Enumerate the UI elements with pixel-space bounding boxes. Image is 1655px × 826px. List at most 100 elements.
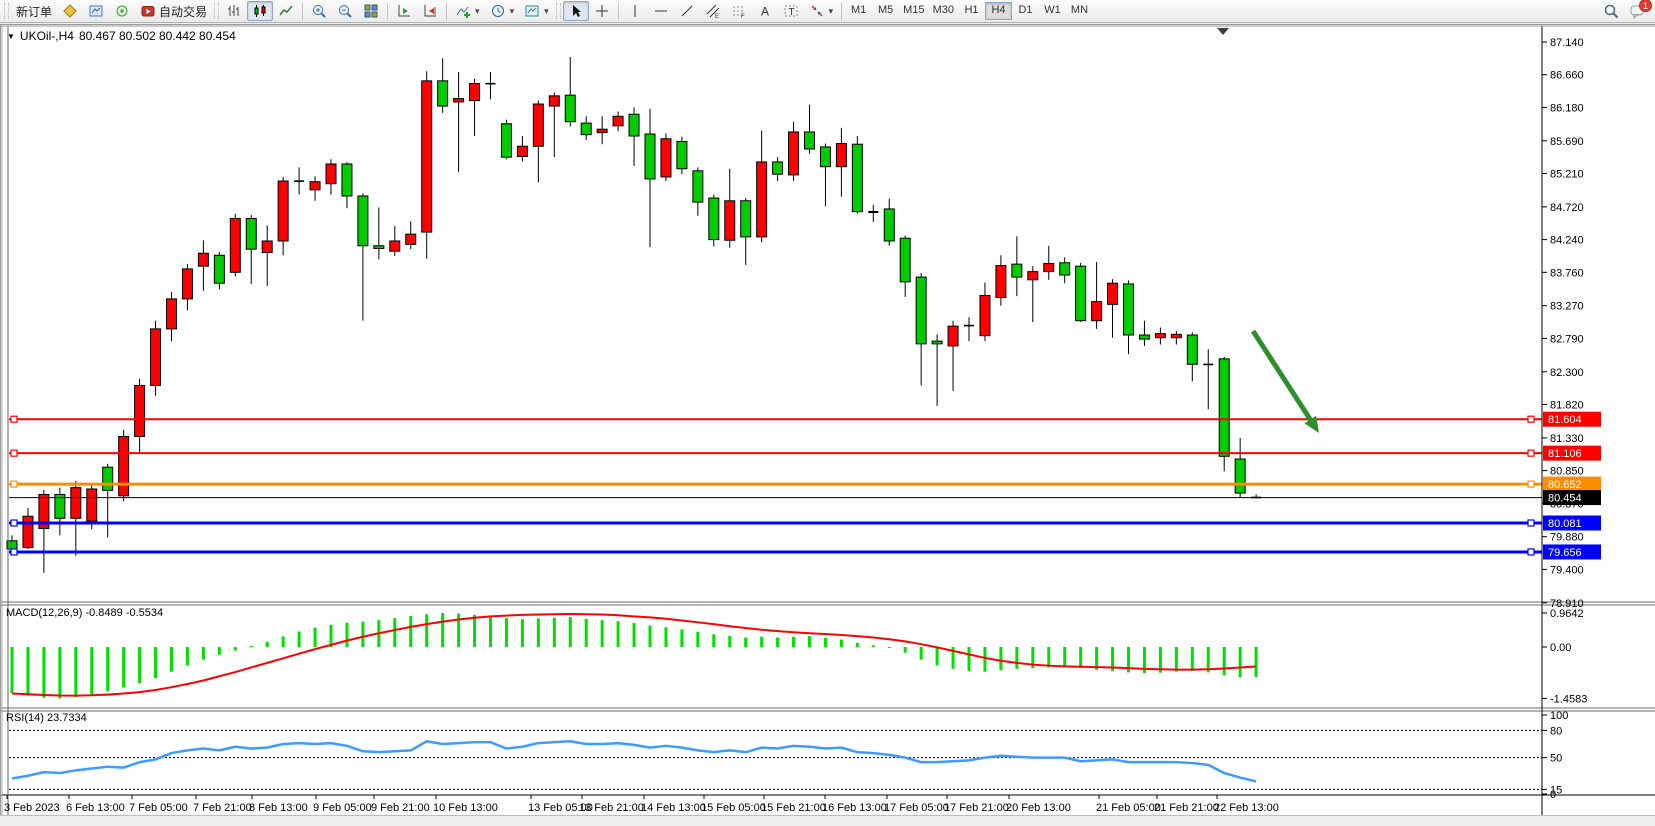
candle-bear[interactable]: [1186, 334, 1198, 365]
candle-bear[interactable]: [1138, 334, 1150, 340]
candle-bull[interactable]: [1043, 262, 1055, 273]
candle-bear[interactable]: [899, 237, 911, 283]
candle-bear[interactable]: [692, 170, 704, 203]
candle-bull[interactable]: [1091, 301, 1103, 322]
candle-bear[interactable]: [676, 140, 688, 170]
candle-bear[interactable]: [102, 466, 114, 491]
timeframe-m1-button[interactable]: M1: [851, 4, 867, 16]
timeframe-h4-button[interactable]: H4: [984, 2, 1012, 20]
level-line-handle[interactable]: [10, 449, 18, 457]
autotrading-button[interactable]: 自动交易: [135, 1, 212, 21]
candle-bull[interactable]: [22, 515, 34, 549]
candle-bull[interactable]: [325, 163, 337, 185]
candle-bull[interactable]: [277, 180, 289, 242]
candle-bull[interactable]: [309, 181, 321, 191]
candle-bull[interactable]: [548, 95, 560, 107]
timeframe-m5-button[interactable]: M5: [878, 4, 894, 16]
candle-bear[interactable]: [213, 254, 225, 284]
candle-bull[interactable]: [405, 233, 417, 245]
chevron-down-icon[interactable]: ▾: [828, 5, 834, 16]
candle-bull[interactable]: [150, 328, 162, 386]
horizontal-line-button[interactable]: [648, 1, 674, 21]
chevron-down-icon[interactable]: ▾: [509, 5, 515, 16]
candle-bear[interactable]: [851, 143, 863, 213]
candle-doji[interactable]: [485, 82, 496, 85]
indicators-button[interactable]: ▾: [450, 1, 485, 21]
vertical-line-button[interactable]: [622, 1, 648, 21]
fibonacci-button[interactable]: F: [726, 1, 752, 21]
candle-doji[interactable]: [294, 180, 305, 182]
candle-bear[interactable]: [628, 113, 640, 137]
candle-bull[interactable]: [788, 131, 800, 176]
candle-bear[interactable]: [500, 123, 512, 158]
timeframe-mn-button[interactable]: MN: [1070, 4, 1089, 16]
candle-bear[interactable]: [54, 493, 66, 519]
candle-bull[interactable]: [612, 115, 624, 127]
candle-bull[interactable]: [197, 252, 209, 267]
candle-bear[interactable]: [564, 94, 576, 123]
signals-button[interactable]: [109, 1, 135, 21]
candle-bear[interactable]: [341, 163, 353, 197]
candle-bull[interactable]: [118, 436, 130, 497]
candle-bear[interactable]: [931, 340, 943, 345]
candle-bear[interactable]: [1123, 283, 1134, 336]
auto-scroll-button[interactable]: [391, 1, 417, 21]
timeframe-h1-button[interactable]: H1: [964, 4, 979, 16]
candle-bull[interactable]: [995, 264, 1007, 299]
candle-bear[interactable]: [772, 161, 784, 175]
cursor-button[interactable]: [562, 1, 589, 21]
level-line-handle[interactable]: [1527, 548, 1535, 556]
chevron-down-icon[interactable]: ▾: [544, 5, 549, 16]
candle-bull[interactable]: [166, 298, 177, 330]
chart-canvas[interactable]: 87.140 86.660 86.180 85.690 85.210 84.720 84.2…: [1, 25, 1655, 816]
candle-bull[interactable]: [835, 143, 847, 168]
candle-bear[interactable]: [1218, 358, 1230, 457]
candle-bear[interactable]: [1075, 265, 1087, 322]
timeframe-m15-button[interactable]: M15: [903, 4, 925, 16]
candle-doji[interactable]: [1203, 363, 1214, 366]
candle-bull[interactable]: [756, 161, 768, 238]
candle-bear[interactable]: [883, 208, 895, 242]
trend-line-button[interactable]: [674, 1, 700, 21]
candle-doji[interactable]: [868, 210, 879, 214]
candle-bull[interactable]: [389, 240, 401, 252]
level-line-handle[interactable]: [10, 415, 18, 423]
candle-bear[interactable]: [373, 245, 385, 249]
chart-shift-button[interactable]: [417, 1, 443, 21]
candle-bull[interactable]: [134, 384, 146, 438]
candle-bull[interactable]: [724, 200, 736, 241]
candle-bull[interactable]: [70, 487, 82, 519]
candle-bear[interactable]: [437, 80, 449, 107]
candle-bull[interactable]: [1027, 271, 1039, 281]
candle-bear[interactable]: [915, 276, 927, 345]
equidistant-channel-button[interactable]: E: [700, 1, 726, 21]
level-line-handle[interactable]: [10, 519, 18, 527]
candle-bear[interactable]: [740, 200, 752, 238]
line-chart-button[interactable]: [273, 1, 299, 21]
candle-bear[interactable]: [245, 217, 257, 250]
candle-bear[interactable]: [804, 131, 815, 150]
candle-bull[interactable]: [1154, 333, 1166, 339]
candle-bull[interactable]: [1170, 333, 1182, 339]
candle-bear[interactable]: [1011, 263, 1023, 278]
candlestick-chart-button[interactable]: [247, 1, 274, 21]
market-watch-button[interactable]: [83, 1, 109, 21]
candle-bull[interactable]: [453, 98, 465, 103]
level-line-handle[interactable]: [1527, 480, 1535, 488]
zoom-in-button[interactable]: [306, 1, 332, 21]
periods-button[interactable]: ▾: [485, 1, 520, 21]
candle-bear[interactable]: [819, 146, 831, 168]
zoom-out-button[interactable]: [332, 1, 358, 21]
candle-bear[interactable]: [1059, 262, 1071, 276]
level-line-handle[interactable]: [1527, 449, 1535, 457]
level-line-handle[interactable]: [1527, 415, 1535, 423]
candle-bull[interactable]: [516, 145, 528, 157]
search-icon[interactable]: [1601, 1, 1621, 21]
candle-bull[interactable]: [421, 80, 433, 233]
chart-shift-marker-icon[interactable]: [1217, 28, 1229, 35]
candle-bear[interactable]: [357, 195, 369, 247]
tile-windows-button[interactable]: [358, 1, 384, 21]
arrow-objects-button[interactable]: ▾: [804, 1, 839, 21]
templates-button[interactable]: ▾: [519, 1, 554, 21]
new-order-button[interactable]: 新订单: [11, 1, 57, 21]
